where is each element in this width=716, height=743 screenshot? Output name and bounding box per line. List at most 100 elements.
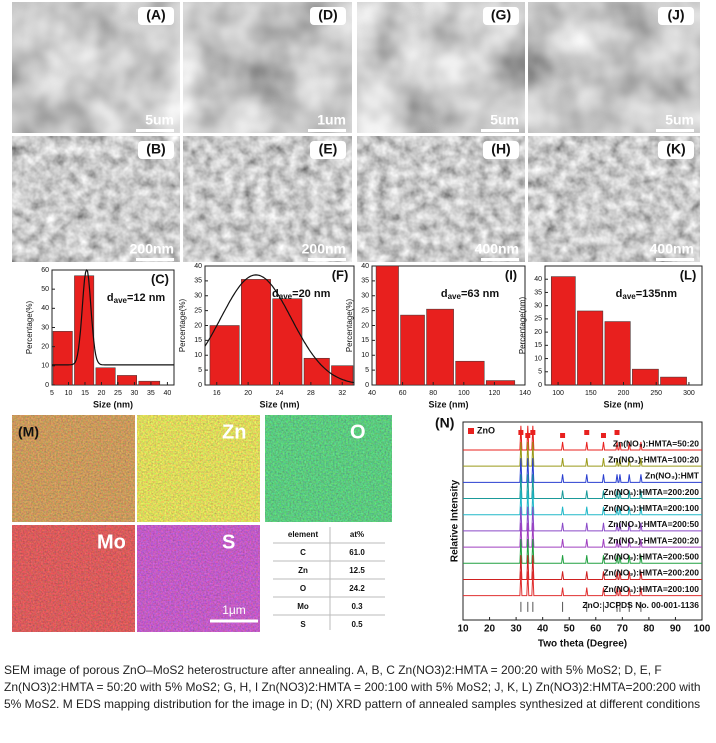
y-tick-label: 15 [534, 342, 542, 349]
xrd-trace [463, 474, 702, 500]
x-tick-label: 5 [50, 390, 54, 397]
xrd-trace [463, 425, 702, 451]
panel-label: (C) [151, 271, 169, 286]
zno-marker [525, 433, 531, 438]
y-tick-label: 5 [538, 369, 542, 376]
label-box [310, 141, 346, 159]
table-cell: 12.5 [349, 566, 365, 575]
y-tick-label: 0 [365, 382, 369, 389]
table-header: element [288, 530, 319, 539]
scale-bar [136, 129, 174, 132]
xrd-trace [463, 458, 702, 483]
legend-marker [468, 428, 474, 434]
y-tick-label: 10 [194, 352, 202, 359]
series-label: Zn(NO₃):HMTA=200:500 [603, 552, 699, 562]
bar [426, 308, 454, 386]
x-tick-label: 90 [670, 624, 682, 635]
x-axis-label: Size (nm) [93, 399, 133, 409]
y-tick-label: 5 [365, 367, 369, 374]
eds-map [12, 415, 135, 522]
panel-label: (B) [146, 141, 165, 157]
annotation-d: d [441, 288, 448, 300]
table-cell: C [300, 548, 306, 557]
y-tick-label: 40 [41, 305, 49, 312]
y-tick-label: 40 [361, 263, 369, 270]
x-axis-label: Size (nm) [428, 399, 468, 409]
scale-label: 400nm [650, 241, 694, 257]
annotation: dave=12 nm [107, 292, 166, 305]
annotation: dave=20 nm [272, 288, 331, 301]
label-box [483, 7, 519, 25]
x-tick-label: 150 [585, 390, 597, 397]
panel-label: (G) [491, 7, 511, 23]
x-tick-label: 70 [617, 624, 629, 635]
zno-marker [530, 430, 536, 435]
xrd-trace [463, 571, 702, 597]
y-tick-label: 35 [361, 278, 369, 285]
bar [209, 325, 240, 386]
eds-map [12, 525, 135, 632]
zno-marker [614, 430, 620, 435]
y-tick-label: 0 [45, 382, 49, 389]
xrd-trace [463, 506, 702, 532]
table-cell: Mo [297, 602, 309, 611]
scale-label: 5um [665, 112, 694, 128]
y-tick-label: 40 [534, 276, 542, 283]
bar [375, 265, 399, 386]
annotation-rest: =12 nm [127, 292, 165, 304]
bar [632, 368, 659, 386]
bar [95, 367, 116, 386]
series-label: ZnO: JCPDS No. 00-001-1136 [582, 600, 699, 610]
x-tick-label: 100 [458, 390, 470, 397]
scale-label: 5um [145, 112, 174, 128]
bar [400, 314, 425, 386]
figure: (A) 5um (D) 1um (G) 5um (J) 5um (B) 200nm (E) 200nm… [12, 2, 711, 650]
x-tick-label: 28 [307, 390, 315, 397]
annotation-sub: ave [448, 292, 462, 301]
bar [138, 380, 161, 386]
x-tick-label: 10 [65, 390, 73, 397]
annotation-d: d [616, 288, 623, 300]
panel-label: (F) [332, 267, 349, 282]
reference-sticks [520, 601, 642, 612]
label-box [483, 141, 519, 159]
zno-marker [560, 433, 566, 438]
map-label: (M) [18, 424, 39, 440]
x-tick-label: 60 [590, 624, 602, 635]
x-axis-label: Size (nm) [603, 399, 643, 409]
x-tick-label: 200 [618, 390, 630, 397]
panel-label: (H) [491, 141, 510, 157]
y-tick-label: 50 [41, 286, 49, 293]
x-tick-label: 100 [552, 390, 564, 397]
series-label: Zn(NO₃):HMTA=100:20 [608, 454, 699, 464]
y-axis-label: Percentage(%) [25, 300, 34, 354]
bar [485, 380, 516, 386]
y-tick-label: 60 [41, 267, 49, 274]
bar [52, 331, 73, 386]
scale-bar [136, 258, 174, 261]
series-label: Zn(NO₃):HMTA=200:200 [603, 487, 699, 497]
x-tick-label: 60 [399, 390, 407, 397]
y-tick-label: 20 [194, 322, 202, 329]
x-tick-label: 20 [244, 390, 252, 397]
scale-label: 5um [490, 112, 519, 128]
scale-label: 1um [317, 112, 346, 128]
annotation-rest: =135nm [636, 288, 677, 300]
scale-label: 200nm [130, 241, 174, 257]
zno-marker [600, 433, 606, 438]
table-cell: 61.0 [349, 548, 365, 557]
annotation-sub: ave [279, 292, 293, 301]
scale-label: 400nm [475, 241, 519, 257]
x-tick-label: 24 [276, 390, 284, 397]
panel-label: (J) [667, 7, 684, 23]
x-tick-label: 25 [114, 390, 122, 397]
plot-area [462, 421, 703, 621]
scale-label: 200nm [302, 241, 346, 257]
y-tick-label: 0 [538, 382, 542, 389]
scale-bar [656, 258, 694, 261]
bar [74, 275, 95, 386]
x-tick-label: 100 [694, 624, 711, 635]
y-tick-label: 25 [361, 307, 369, 314]
annotation: dave=135nm [616, 288, 678, 301]
